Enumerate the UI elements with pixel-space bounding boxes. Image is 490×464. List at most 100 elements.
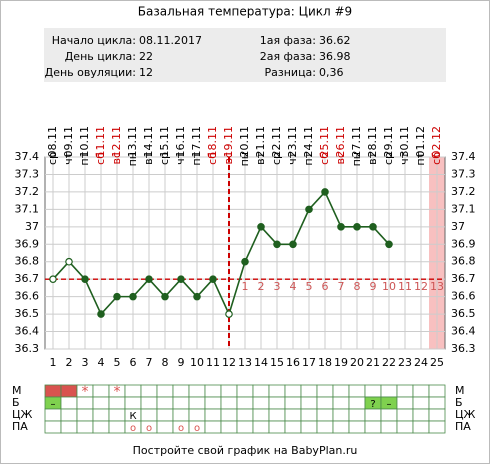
- weekday-label: вт: [254, 151, 267, 164]
- table-cell: [60, 420, 78, 434]
- temperature-point: [49, 275, 57, 283]
- x-tick-label: 6: [130, 356, 137, 369]
- table-cell: [236, 420, 254, 434]
- table-cell: [60, 408, 78, 422]
- weekday-label: вт: [142, 151, 155, 164]
- temperature-point: [65, 257, 73, 266]
- table-cell: [380, 408, 398, 422]
- row-label-right: ПА: [455, 420, 471, 433]
- row-label-right: М: [455, 384, 465, 397]
- table-cell: [428, 396, 446, 410]
- weekday-label: ср: [270, 152, 283, 165]
- weekday-label: чт: [174, 151, 187, 164]
- phase2-day: 3: [274, 280, 281, 293]
- table-cell: [204, 408, 222, 422]
- x-tick-label: 24: [414, 356, 428, 369]
- info-label: День овуляции:: [45, 66, 136, 79]
- table-cell: [396, 396, 414, 410]
- temperature-point: [97, 310, 105, 318]
- table-cell: [412, 384, 430, 398]
- table-cell: [60, 396, 78, 410]
- table-cell: [108, 420, 126, 434]
- info-box: [44, 28, 446, 82]
- weekday-label: сб: [206, 152, 219, 165]
- table-cell: [92, 396, 110, 410]
- y-tick-label: 36.8: [15, 255, 40, 268]
- y-tick-label: 37.1: [15, 202, 40, 215]
- info-label: Начало цикла:: [52, 34, 136, 47]
- x-tick-label: 15: [270, 356, 284, 369]
- phase2-day: 7: [338, 280, 345, 293]
- table-cell: [284, 396, 302, 410]
- cell-text: о: [194, 423, 200, 434]
- info-label: День цикла:: [65, 50, 136, 63]
- x-tick-label: 10: [190, 356, 204, 369]
- table-cell: [364, 408, 382, 422]
- phase2-day: 4: [290, 280, 297, 293]
- weekday-label: ср: [158, 152, 171, 165]
- table-cell: [188, 396, 206, 410]
- table-cell: [316, 384, 334, 398]
- table-cell: [220, 396, 238, 410]
- table-cell: [140, 384, 158, 398]
- table-cell: [300, 408, 318, 422]
- table-cell: [348, 384, 366, 398]
- table-cell: [252, 420, 270, 434]
- table-cell: [348, 408, 366, 422]
- temperature-point: [337, 223, 345, 231]
- temperature-point: [161, 292, 169, 301]
- chart-title: Базальная температура: Цикл #9: [138, 5, 352, 19]
- table-cell: [140, 408, 158, 422]
- temperature-point: [145, 275, 153, 283]
- y-tick-label-right: 36.9: [451, 237, 476, 250]
- table-cell: [76, 408, 94, 422]
- info-value: 36.98: [319, 50, 351, 63]
- temperature-point: [241, 257, 249, 266]
- y-tick-label-right: 37: [451, 220, 465, 233]
- x-tick-label: 16: [286, 356, 300, 369]
- date-label: 16.11: [174, 126, 187, 158]
- temperature-point: [209, 275, 217, 283]
- temperature-point: [369, 223, 377, 231]
- table-cell: [348, 396, 366, 410]
- info-value: 36.62: [319, 34, 351, 47]
- table-cell: [44, 408, 62, 422]
- table-cell: [428, 408, 446, 422]
- y-tick-label-right: 37.2: [451, 185, 476, 198]
- table-cell: [188, 408, 206, 422]
- table-cell: [428, 420, 446, 434]
- cell-text: о: [130, 423, 136, 434]
- table-cell: [252, 384, 270, 398]
- table-cell: [188, 384, 206, 398]
- table-cell: [204, 384, 222, 398]
- table-cell: [204, 420, 222, 434]
- date-label: 11.11: [94, 126, 107, 158]
- table-cell: [252, 408, 270, 422]
- date-label: 29.11: [382, 126, 395, 158]
- table-cell: [332, 384, 350, 398]
- weekday-label: пн: [126, 152, 139, 166]
- table-cell: [284, 420, 302, 434]
- phase2-day: 13: [430, 280, 444, 293]
- date-label: 23.11: [286, 126, 299, 158]
- x-tick-label: 20: [350, 356, 364, 369]
- cell-text: о: [178, 423, 184, 434]
- phase2-day: 11: [398, 280, 412, 293]
- y-tick-label-right: 36.7: [451, 272, 476, 285]
- weekday-label: вс: [110, 152, 123, 165]
- x-tick-label: 2: [66, 356, 73, 369]
- date-label: 12.11: [110, 126, 123, 158]
- y-tick-label-right: 37.4: [451, 150, 476, 163]
- info-label: Разница:: [265, 66, 317, 79]
- weekday-label: ср: [382, 152, 395, 165]
- table-cell: [268, 384, 286, 398]
- date-label: 20.11: [238, 126, 251, 158]
- weekday-label: чт: [398, 151, 411, 164]
- temperature-point: [81, 275, 89, 283]
- phase2-day: 12: [414, 280, 428, 293]
- table-cell: [300, 396, 318, 410]
- table-cell: [60, 384, 78, 398]
- y-tick-label: 36.6: [15, 290, 40, 303]
- table-cell: [396, 384, 414, 398]
